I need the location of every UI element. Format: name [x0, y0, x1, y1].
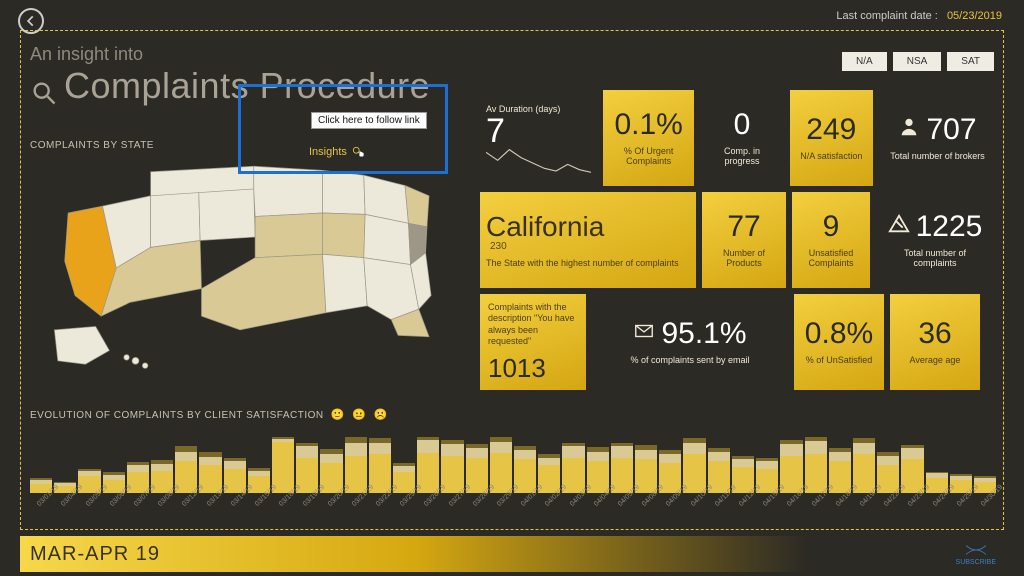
footer-period: MAR-APR 19: [30, 543, 160, 566]
bar-03/27/19[interactable]: 03/27/19: [441, 437, 463, 510]
bar-03/28/19[interactable]: 03/28/19: [466, 437, 488, 510]
bar-03/12/19[interactable]: 03/12/19: [175, 437, 197, 510]
filter-nsa[interactable]: NSA: [893, 52, 942, 71]
state-la-ar[interactable]: [323, 254, 368, 312]
kpi-unsat-pct[interactable]: 0.8%% of UnSatisfied: [794, 294, 884, 390]
bar-03/01/19[interactable]: 03/01/19: [30, 437, 52, 510]
bar-04/18/19[interactable]: 04/18/19: [829, 437, 851, 510]
state-ne-ks[interactable]: [255, 213, 322, 258]
evolution-bar-chart[interactable]: 03/01/1903/04/1903/05/1903/06/1903/07/19…: [30, 424, 996, 510]
bar-03/08/19[interactable]: 03/08/19: [151, 437, 173, 510]
tooltip: Click here to follow link: [311, 112, 427, 129]
evolution-heading: EVOLUTION OF COMPLAINTS BY CLIENT SATISF…: [30, 408, 388, 421]
bar-03/26/19[interactable]: 03/26/19: [417, 437, 439, 510]
bar-03/13/19[interactable]: 03/13/19: [199, 437, 221, 510]
title-line1: An insight into: [30, 44, 430, 65]
state-ak[interactable]: [54, 326, 109, 364]
map-svg: [30, 158, 450, 378]
last-complaint-label: Last complaint date :: [836, 10, 938, 22]
bar-04/19/19[interactable]: 04/19/19: [853, 437, 875, 510]
bar-04/12/19[interactable]: 04/12/19: [732, 437, 754, 510]
kpi-brokers[interactable]: 707Total number of brokers: [879, 90, 996, 186]
bar-04/08/19[interactable]: 04/08/19: [635, 437, 657, 510]
state-tx[interactable]: [202, 254, 326, 330]
map-heading: COMPLAINTS BY STATE: [30, 140, 154, 151]
emoji-sad-icon: ☹️: [374, 409, 388, 421]
bar-03/19/19[interactable]: 03/19/19: [296, 437, 318, 510]
insights-link[interactable]: Insights: [309, 145, 365, 159]
bar-04/30/19[interactable]: 04/30/19: [974, 437, 996, 510]
state-ny-pa[interactable]: [405, 186, 429, 227]
kpi-email-pct[interactable]: 95.1%% of complaints sent by email: [592, 294, 788, 390]
state-mn-wi[interactable]: [323, 170, 366, 214]
bar-04/23/19[interactable]: 04/23/19: [901, 437, 923, 510]
bar-03/15/19[interactable]: 03/15/19: [248, 437, 270, 510]
emoji-neutral-icon: 😐: [352, 409, 366, 421]
footer-bar: MAR-APR 19: [20, 536, 1004, 572]
bar-03/06/19[interactable]: 03/06/19: [103, 437, 125, 510]
bar-03/14/19[interactable]: 03/14/19: [224, 437, 246, 510]
kpi-unsatisfied[interactable]: 9Unsatisfied Complaints: [792, 192, 870, 288]
kpi-avg-age[interactable]: 36Average age: [890, 294, 980, 390]
bar-04/02/19[interactable]: 04/02/19: [538, 437, 560, 510]
bar-03/04/19[interactable]: 03/04/19: [54, 437, 76, 510]
bar-03/07/19[interactable]: 03/07/19: [127, 437, 149, 510]
insights-label: Insights: [309, 146, 347, 158]
bar-03/18/19[interactable]: 03/18/19: [272, 437, 294, 510]
filter-buttons: N/A NSA SAT: [842, 52, 994, 71]
bar-04/22/19[interactable]: 04/22/19: [877, 437, 899, 510]
bar-04/17/19[interactable]: 04/17/19: [805, 437, 827, 510]
kpi-top-state[interactable]: California230The State with the highest …: [480, 192, 696, 288]
bar-04/05/19[interactable]: 04/05/19: [611, 437, 633, 510]
kpi-desc-1013[interactable]: Complaints with the description "You hav…: [480, 294, 586, 390]
dna-icon: [965, 543, 987, 557]
state-ut[interactable]: [151, 191, 201, 247]
kpi-urgent-pct[interactable]: 0.1%% Of Urgent Complaints: [603, 90, 694, 186]
bar-04/09/19[interactable]: 04/09/19: [659, 437, 681, 510]
bar-04/01/19[interactable]: 04/01/19: [514, 437, 536, 510]
bar-03/25/19[interactable]: 03/25/19: [393, 437, 415, 510]
hand-pointer-icon: [351, 145, 365, 159]
warning-icon: [888, 213, 910, 242]
search-icon: [30, 74, 58, 102]
filter-n/a[interactable]: N/A: [842, 52, 887, 71]
bar-04/24/19[interactable]: 04/24/19: [926, 437, 948, 510]
emoji-happy-icon: 🙂: [331, 409, 345, 421]
mail-icon: [633, 320, 655, 349]
state-co[interactable]: [199, 189, 255, 241]
last-complaint-value: 05/23/2019: [947, 10, 1002, 22]
bar-04/10/19[interactable]: 04/10/19: [683, 437, 705, 510]
kpi-grid: Av Duration (days)70.1%% Of Urgent Compl…: [480, 90, 996, 396]
subscribe-badge[interactable]: SUBSCRIBE: [956, 543, 996, 566]
bar-03/20/19[interactable]: 03/20/19: [320, 437, 342, 510]
bar-04/15/19[interactable]: 04/15/19: [756, 437, 778, 510]
bar-03/22/19[interactable]: 03/22/19: [369, 437, 391, 510]
bar-03/05/19[interactable]: 03/05/19: [78, 437, 100, 510]
kpi-in-progress[interactable]: 0Comp. in progress: [700, 90, 783, 186]
state-il-mo[interactable]: [323, 213, 366, 258]
kpi-total-complaints[interactable]: 1225Total number of complaints: [876, 192, 994, 288]
us-map[interactable]: [30, 158, 450, 378]
bar-04/11/19[interactable]: 04/11/19: [708, 437, 730, 510]
last-complaint-date: Last complaint date : 05/23/2019: [836, 10, 1002, 22]
bar-04/04/19[interactable]: 04/04/19: [587, 437, 609, 510]
arrow-left-icon: [24, 14, 38, 28]
kpi-na-sat[interactable]: 249N/A satisfaction: [790, 90, 873, 186]
person-icon: [898, 116, 920, 145]
kpi-avg-duration[interactable]: Av Duration (days)7: [480, 90, 597, 186]
bar-04/25/19[interactable]: 04/25/19: [950, 437, 972, 510]
bar-03/21/19[interactable]: 03/21/19: [345, 437, 367, 510]
filter-sat[interactable]: SAT: [947, 52, 994, 71]
bar-04/16/19[interactable]: 04/16/19: [780, 437, 802, 510]
state-deep-south[interactable]: [364, 258, 419, 320]
state-hi[interactable]: [124, 355, 130, 361]
highlight-box: Click here to follow link Insights: [238, 84, 448, 174]
kpi-products[interactable]: 77Number of Products: [702, 192, 786, 288]
bar-03/29/19[interactable]: 03/29/19: [490, 437, 512, 510]
bar-04/03/19[interactable]: 04/03/19: [562, 437, 584, 510]
